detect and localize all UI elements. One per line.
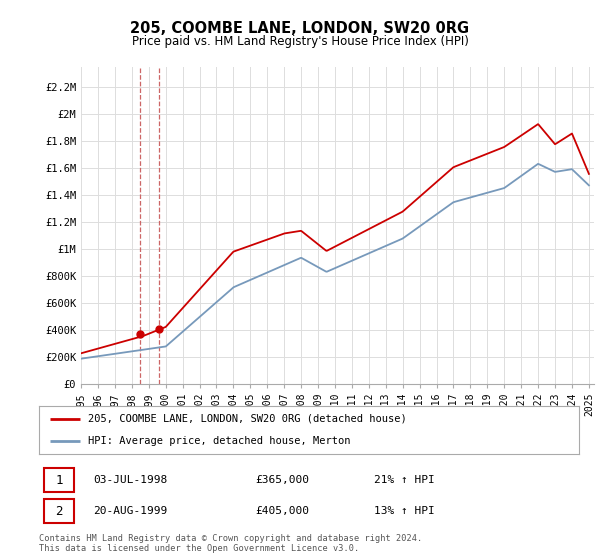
Text: 205, COOMBE LANE, LONDON, SW20 0RG: 205, COOMBE LANE, LONDON, SW20 0RG xyxy=(130,21,470,36)
Text: Price paid vs. HM Land Registry's House Price Index (HPI): Price paid vs. HM Land Registry's House … xyxy=(131,35,469,48)
Text: HPI: Average price, detached house, Merton: HPI: Average price, detached house, Mert… xyxy=(88,436,350,446)
Text: 205, COOMBE LANE, LONDON, SW20 0RG (detached house): 205, COOMBE LANE, LONDON, SW20 0RG (deta… xyxy=(88,414,406,424)
Bar xyxy=(44,499,74,523)
Text: 20-AUG-1999: 20-AUG-1999 xyxy=(93,506,167,516)
Text: 1: 1 xyxy=(56,474,63,487)
Text: 21% ↑ HPI: 21% ↑ HPI xyxy=(374,475,434,485)
Text: £365,000: £365,000 xyxy=(255,475,309,485)
Text: £405,000: £405,000 xyxy=(255,506,309,516)
Text: 03-JUL-1998: 03-JUL-1998 xyxy=(93,475,167,485)
Text: Contains HM Land Registry data © Crown copyright and database right 2024.
This d: Contains HM Land Registry data © Crown c… xyxy=(39,534,422,553)
Text: 13% ↑ HPI: 13% ↑ HPI xyxy=(374,506,434,516)
Bar xyxy=(44,468,74,492)
Text: 2: 2 xyxy=(56,505,63,517)
